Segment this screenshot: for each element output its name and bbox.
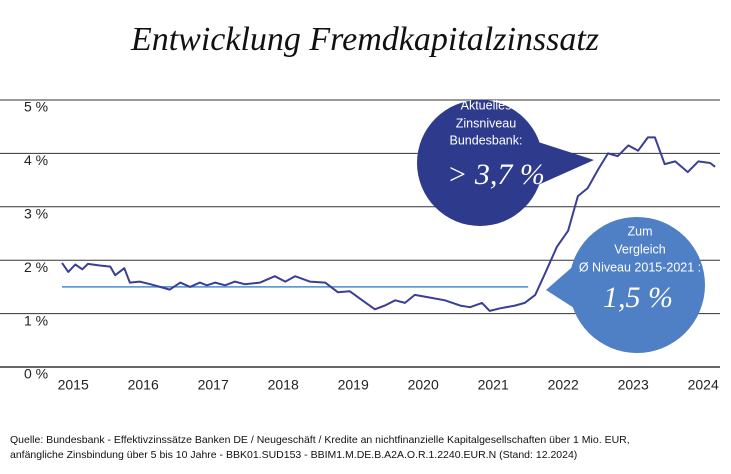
- annotation-value: 1,5 %: [603, 281, 673, 314]
- y-tick-label: 0 %: [24, 366, 48, 382]
- bubble-tail: [532, 140, 594, 185]
- annotation-text: Bundesbank:: [450, 133, 523, 147]
- x-tick-label: 2020: [408, 377, 439, 393]
- x-tick-label: 2019: [338, 377, 369, 393]
- x-tick-label: 2024: [688, 377, 719, 393]
- y-tick-label: 3 %: [24, 206, 48, 222]
- x-tick-label: 2018: [268, 377, 299, 393]
- annotation-text: Vergleich: [614, 242, 665, 256]
- x-tick-label: 2015: [58, 377, 89, 393]
- annotation-text: Ø Niveau 2015-2021 :: [579, 260, 701, 274]
- bubble: [569, 217, 705, 353]
- y-tick-label: 2 %: [24, 259, 48, 275]
- y-tick-label: 1 %: [24, 312, 48, 328]
- bubble-average: Zum Vergleich Ø Niveau 2015-2021 : 1,5 %: [546, 217, 705, 353]
- grid: 0 % 1 % 2 % 3 % 4 % 5 % 2015 2016 2017 2018 2019 20…: [0, 99, 720, 393]
- chart-title: Entwicklung Fremdkapitalzinssatz: [130, 21, 599, 58]
- annotation-text: Zinsniveau: [456, 116, 516, 130]
- annotation-text: Zum: [628, 224, 653, 238]
- data-line: [61, 136, 716, 312]
- y-tick-label: 4 %: [24, 152, 48, 168]
- x-tick-label: 2017: [198, 377, 229, 393]
- x-tick-label: 2016: [128, 377, 159, 393]
- source-text: anfängliche Zinsbindung über 5 bis 10 Ja…: [10, 449, 577, 461]
- x-tick-label: 2022: [548, 377, 579, 393]
- y-tick-label: 5 %: [24, 99, 48, 115]
- x-tick-label: 2021: [478, 377, 509, 393]
- bubble: [417, 100, 543, 226]
- x-tick-label: 2023: [618, 377, 649, 393]
- annotation-value: > 3,7 %: [447, 158, 545, 191]
- plot: [61, 136, 716, 312]
- bubble-current: Aktuelles Zinsniveau Bundesbank: > 3,7 %: [417, 98, 594, 226]
- source-text: Quelle: Bundesbank - Effektivzinssätze B…: [10, 434, 630, 446]
- annotation-text: Aktuelles: [461, 98, 512, 112]
